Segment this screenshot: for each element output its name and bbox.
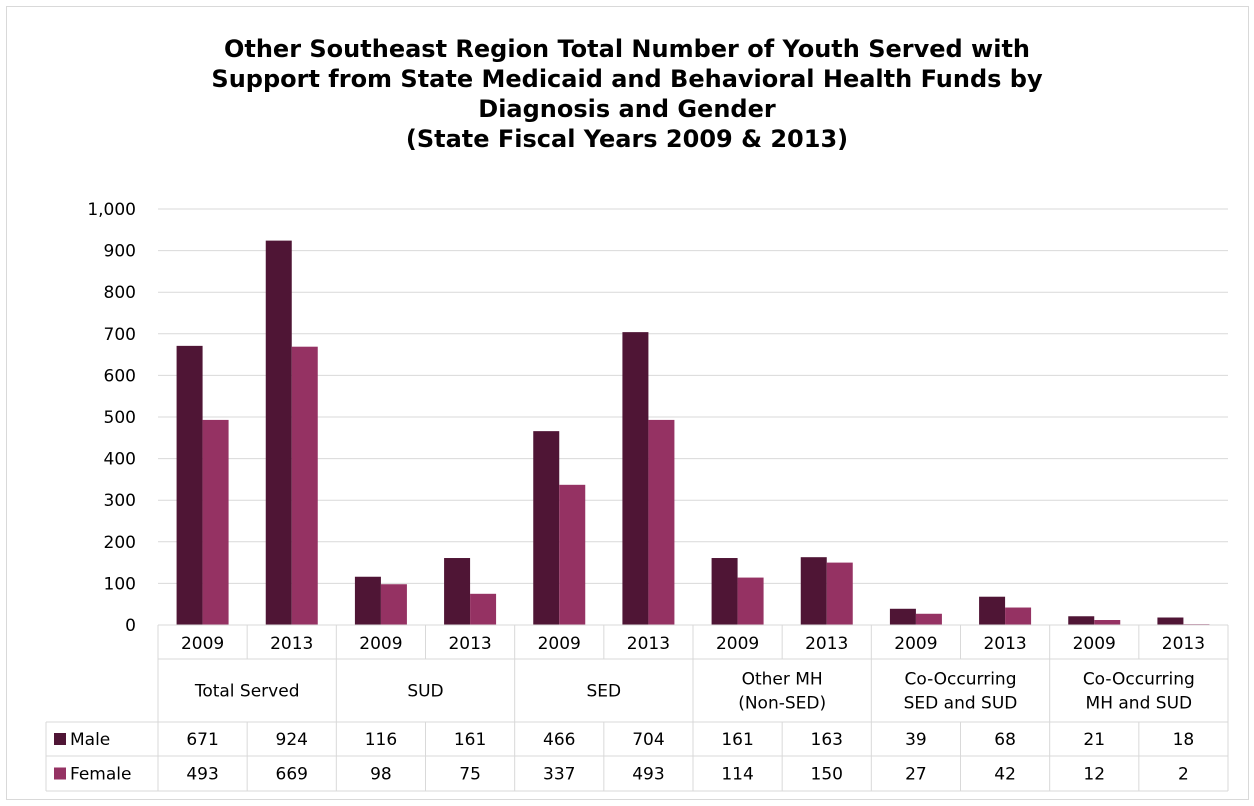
- x-group-label: (Non-SED): [738, 694, 826, 714]
- y-tick-label: 400: [104, 450, 136, 470]
- x-group-label: Other MH: [742, 670, 823, 690]
- data-label: 27: [905, 765, 927, 785]
- legend-key-male: [54, 733, 66, 745]
- bar-female: [559, 484, 586, 625]
- data-label: 337: [543, 765, 575, 785]
- data-label: 671: [186, 730, 218, 750]
- legend-key-female: [54, 767, 66, 780]
- data-label: 18: [1173, 730, 1195, 750]
- legend-label-female: Female: [70, 765, 131, 785]
- x-tick-label-year: 2013: [448, 634, 491, 654]
- x-group-label: SED and SUD: [904, 694, 1018, 714]
- data-label: 163: [811, 730, 843, 750]
- bar-female: [648, 419, 675, 625]
- bar-male: [533, 431, 560, 625]
- data-label: 466: [543, 730, 575, 750]
- data-label: 161: [721, 730, 753, 750]
- bar-female: [470, 593, 497, 625]
- bar-female: [737, 577, 764, 625]
- x-group-label: Co-Occurring: [1083, 670, 1195, 690]
- bar-male: [444, 558, 471, 625]
- data-label: 68: [994, 730, 1016, 750]
- legend-label-male: Male: [70, 730, 110, 750]
- bar-female: [291, 346, 318, 625]
- x-group-label: MH and SUD: [1086, 694, 1193, 714]
- x-tick-label-year: 2013: [983, 634, 1026, 654]
- bar-male: [265, 240, 292, 625]
- y-tick-label: 100: [104, 574, 136, 594]
- x-tick-label-year: 2009: [1073, 634, 1116, 654]
- bar-female: [1094, 620, 1121, 625]
- x-tick-label-year: 2009: [716, 634, 759, 654]
- bar-male: [622, 332, 649, 625]
- data-label: 924: [276, 730, 308, 750]
- data-label: 39: [905, 730, 927, 750]
- bar-female: [915, 613, 942, 625]
- y-tick-label: 900: [104, 242, 136, 262]
- chart-title-line-3: Diagnosis and Gender: [478, 95, 776, 123]
- chart-title-line-4: (State Fiscal Years 2009 & 2013): [405, 125, 849, 153]
- y-tick-label: 1,000: [87, 200, 136, 220]
- data-label: 116: [365, 730, 397, 750]
- bar-male: [889, 608, 916, 625]
- bar-male: [800, 557, 827, 625]
- bar-female: [1005, 607, 1032, 625]
- x-tick-label-year: 2013: [627, 634, 670, 654]
- data-label: 21: [1083, 730, 1105, 750]
- x-group-label: Co-Occurring: [904, 670, 1016, 690]
- x-tick-label-year: 2013: [1162, 634, 1205, 654]
- x-tick-label-year: 2009: [181, 634, 224, 654]
- bar-male: [1068, 616, 1095, 625]
- x-group-label: SUD: [407, 682, 443, 702]
- data-label: 161: [454, 730, 486, 750]
- x-tick-label-year: 2013: [270, 634, 313, 654]
- x-group-label: Total Served: [194, 682, 300, 702]
- y-tick-label: 600: [104, 366, 136, 386]
- chart-title: Other Southeast Region Total Number of Y…: [0, 34, 1254, 154]
- y-tick-label: 700: [104, 325, 136, 345]
- bar-female: [826, 562, 853, 625]
- bar-male: [711, 558, 738, 625]
- bar-male: [979, 596, 1006, 625]
- x-tick-label-year: 2009: [538, 634, 581, 654]
- bar-male: [1157, 617, 1184, 625]
- x-tick-label-year: 2009: [359, 634, 402, 654]
- chart-title-line-2: Support from State Medicaid and Behavior…: [211, 65, 1043, 93]
- bar-female: [202, 419, 229, 625]
- x-tick-label-year: 2009: [894, 634, 937, 654]
- y-tick-label: 800: [104, 283, 136, 303]
- y-tick-label: 200: [104, 533, 136, 553]
- y-tick-label: 300: [104, 491, 136, 511]
- y-tick-label: 0: [125, 616, 136, 636]
- data-label: 2: [1178, 765, 1189, 785]
- x-tick-label-year: 2013: [805, 634, 848, 654]
- data-label: 114: [721, 765, 753, 785]
- data-label: 98: [370, 765, 392, 785]
- y-tick-label: 500: [104, 408, 136, 428]
- bar-male: [176, 345, 203, 625]
- bar-female: [380, 584, 407, 625]
- data-label: 669: [276, 765, 308, 785]
- data-label: 75: [459, 765, 481, 785]
- data-label: 704: [632, 730, 664, 750]
- data-label: 42: [994, 765, 1016, 785]
- chart-title-line-1: Other Southeast Region Total Number of Y…: [223, 35, 1031, 63]
- data-label: 12: [1083, 765, 1105, 785]
- x-group-label: SED: [587, 682, 622, 702]
- data-label: 493: [632, 765, 664, 785]
- bar-male: [354, 576, 381, 625]
- data-label: 493: [186, 765, 218, 785]
- data-label: 150: [811, 765, 843, 785]
